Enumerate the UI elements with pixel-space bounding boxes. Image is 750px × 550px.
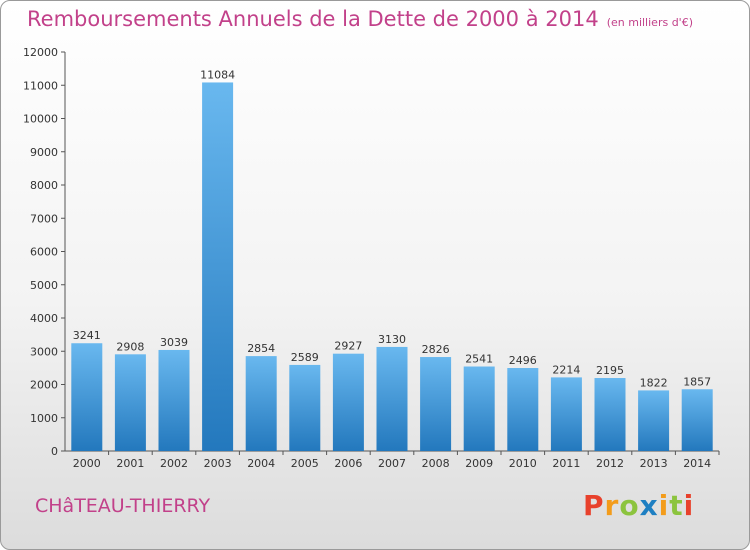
- y-tick-label: 6000: [30, 246, 58, 259]
- x-tick-label: 2001: [116, 457, 144, 470]
- bar: [71, 343, 103, 451]
- y-tick-label: 1000: [30, 412, 58, 425]
- bar-value-label: 1822: [640, 376, 668, 389]
- chart-title-text: Remboursements Annuels de la Dette de 20…: [27, 7, 599, 31]
- bar-value-label: 1857: [683, 375, 711, 388]
- bar: [245, 356, 277, 451]
- bar: [289, 364, 321, 451]
- x-tick-label: 2002: [160, 457, 188, 470]
- bar: [420, 357, 452, 451]
- bar: [550, 377, 582, 451]
- y-tick-label: 7000: [30, 212, 58, 225]
- bar: [114, 354, 146, 451]
- x-tick-label: 2011: [552, 457, 580, 470]
- chart-title: Remboursements Annuels de la Dette de 20…: [27, 7, 693, 31]
- logo-letter: t: [669, 489, 684, 522]
- x-tick-label: 2003: [204, 457, 232, 470]
- y-tick-label: 11000: [23, 79, 58, 92]
- chart-unit: (en milliers d'€): [606, 16, 693, 29]
- logo-letter: o: [619, 489, 640, 522]
- x-tick-label: 2010: [509, 457, 537, 470]
- bar: [681, 389, 713, 451]
- logo-letter: i: [658, 489, 670, 522]
- x-tick-label: 2006: [334, 457, 362, 470]
- bar: [507, 368, 539, 451]
- bar-value-label: 11084: [200, 68, 235, 81]
- logo-letter: i: [683, 489, 695, 522]
- x-tick-label: 2012: [596, 457, 624, 470]
- bar-value-label: 2826: [422, 343, 450, 356]
- commune-name: CHâTEAU-THIERRY: [35, 495, 211, 517]
- y-tick-label: 10000: [23, 113, 58, 126]
- y-tick-label: 8000: [30, 179, 58, 192]
- chart-axes: 0 1000 2000 3000 4000 5000 6000 7000 8000 9000 100…: [23, 46, 720, 458]
- bar: [463, 366, 495, 451]
- bar-value-label: 2541: [465, 353, 493, 366]
- logo-letter: P: [583, 489, 605, 522]
- bar-value-label: 2496: [509, 354, 537, 367]
- x-tick-label: 2008: [422, 457, 450, 470]
- bar-value-label: 2854: [247, 342, 275, 355]
- x-tick-label: 2005: [291, 457, 319, 470]
- y-tick-label: 0: [51, 445, 58, 458]
- bar: [202, 82, 234, 451]
- y-tick-label: 3000: [30, 345, 58, 358]
- chart-labels: 3241 2000 2908 2001 3039 2002 11084 2003 2854 200…: [73, 68, 711, 470]
- bar: [638, 390, 670, 451]
- x-tick-label: 2013: [640, 457, 668, 470]
- bar-value-label: 2927: [334, 340, 362, 353]
- chart-bars: [71, 82, 713, 451]
- bar-value-label: 2589: [291, 351, 319, 364]
- bar: [158, 349, 190, 451]
- bar: [376, 346, 408, 451]
- bar-value-label: 3039: [160, 336, 188, 349]
- y-tick-label: 2000: [30, 379, 58, 392]
- y-tick-label: 12000: [23, 46, 58, 59]
- bar-value-label: 2908: [116, 340, 144, 353]
- bar: [594, 378, 626, 451]
- x-tick-label: 2000: [73, 457, 101, 470]
- y-tick-label: 5000: [30, 279, 58, 292]
- bar: [332, 353, 364, 451]
- logo-letter: x: [639, 489, 659, 522]
- bar-value-label: 2195: [596, 364, 624, 377]
- bar-value-label: 2214: [552, 363, 580, 376]
- bar-value-label: 3241: [73, 329, 101, 342]
- bar-value-label: 3130: [378, 333, 406, 346]
- x-tick-label: 2007: [378, 457, 406, 470]
- y-tick-label: 9000: [30, 146, 58, 159]
- proxiti-logo[interactable]: Proxiti: [583, 489, 694, 522]
- x-tick-label: 2009: [465, 457, 493, 470]
- x-tick-label: 2014: [683, 457, 711, 470]
- x-tick-label: 2004: [247, 457, 275, 470]
- y-tick-label: 4000: [30, 312, 58, 325]
- logo-letter: r: [604, 489, 620, 522]
